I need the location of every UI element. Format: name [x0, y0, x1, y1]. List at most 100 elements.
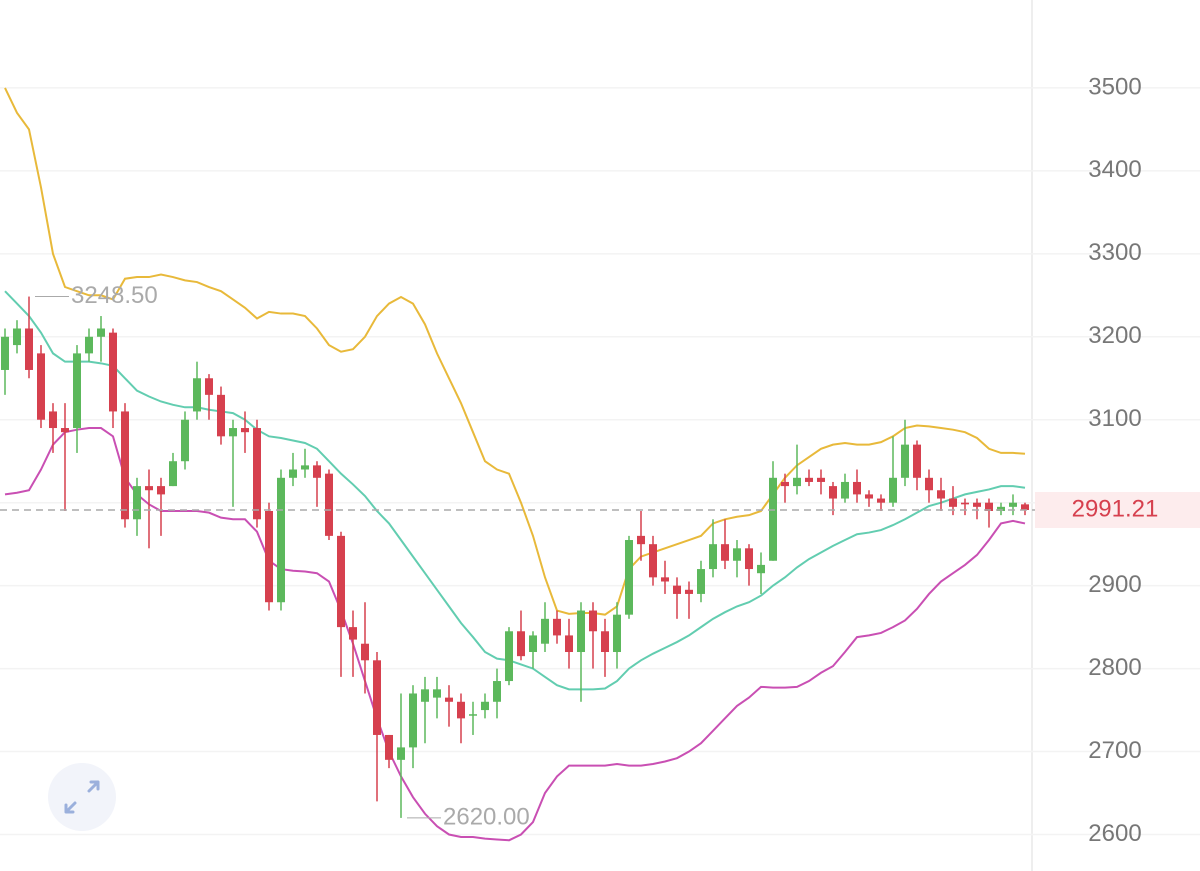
candle-body [973, 502, 981, 507]
candle-body [325, 473, 333, 536]
last-price-badge [1035, 491, 1200, 528]
candle-body [445, 697, 453, 702]
y-tick-label: 3300 [1088, 239, 1141, 266]
candle-body [193, 378, 201, 412]
candle-body [649, 544, 657, 578]
candle-body [169, 461, 177, 487]
candle-body [109, 332, 117, 412]
candle-body [469, 714, 477, 716]
candle-body [145, 486, 153, 491]
high-label: 3248.50 [71, 282, 158, 309]
candle-body [433, 689, 441, 698]
band-line [4, 427, 1026, 842]
candle-body [361, 643, 369, 661]
candle-body [541, 618, 549, 644]
expand-button-bg[interactable] [48, 763, 116, 831]
candle-body [889, 477, 897, 503]
candle-body [25, 328, 33, 370]
candle-body [121, 411, 129, 520]
candle-body [865, 494, 873, 499]
candle-body [421, 689, 429, 702]
candle-body [313, 465, 321, 478]
y-tick-label: 2900 [1088, 571, 1141, 598]
candle-body [577, 610, 585, 653]
y-tick-label: 3100 [1088, 405, 1141, 432]
candle-body [565, 635, 573, 653]
candle-body [733, 548, 741, 561]
candle-body [949, 498, 957, 507]
candle-body [793, 477, 801, 487]
candle-body [289, 469, 297, 478]
candle-body [613, 614, 621, 653]
candle-body [553, 618, 561, 636]
candle-body [409, 693, 417, 748]
candle-body [37, 353, 45, 420]
candle-body [229, 428, 237, 437]
candle-body [661, 577, 669, 582]
candle-body [97, 328, 105, 337]
candle-body [73, 353, 81, 429]
y-tick-label: 2800 [1088, 654, 1141, 681]
y-tick-label: 3200 [1088, 322, 1141, 349]
candle-body [913, 444, 921, 478]
candle-body [13, 328, 21, 346]
candle-body [349, 627, 357, 640]
candle-body [709, 544, 717, 570]
y-tick-label: 2700 [1088, 737, 1141, 764]
candle-body [457, 701, 465, 719]
candle-body [61, 428, 69, 433]
candle-body [997, 506, 1005, 511]
candle-body [829, 486, 837, 499]
candle-body [505, 631, 513, 682]
candle-body [637, 535, 645, 545]
candle-body [517, 631, 525, 657]
candle-body [373, 660, 381, 735]
candle-body [133, 486, 141, 520]
candle-body [745, 548, 753, 570]
candle-body [877, 498, 885, 503]
low-label: 2620.00 [443, 803, 530, 830]
candle-body [805, 477, 813, 482]
candle-body [253, 428, 261, 520]
candle-body [841, 481, 849, 499]
candle-body [673, 585, 681, 594]
candle-body [493, 681, 501, 702]
candle-body [481, 701, 489, 711]
candle-body [49, 411, 57, 429]
candle-body [769, 477, 777, 561]
candle-body [961, 502, 969, 505]
candle-body [1, 336, 9, 370]
candle-body [1009, 502, 1017, 507]
band-line [4, 290, 1026, 691]
candle-body [397, 747, 405, 760]
candle-body [901, 444, 909, 478]
expand-icon[interactable] [64, 780, 100, 814]
candle-body [925, 477, 933, 491]
candle-body [85, 336, 93, 354]
candle-body [181, 419, 189, 462]
candle-body [937, 490, 945, 499]
candle-body [721, 544, 729, 561]
expand-button[interactable] [48, 763, 116, 831]
band-line [4, 87, 1026, 616]
candle-body [385, 734, 393, 760]
candle-body [241, 428, 249, 433]
candle-body [781, 481, 789, 487]
candle-body [985, 502, 993, 511]
candle-body [277, 477, 285, 603]
candle-body [757, 564, 765, 574]
y-tick-label: 2600 [1088, 820, 1141, 847]
candle-body [817, 477, 825, 482]
y-tick-label: 3500 [1088, 73, 1141, 100]
candle-body [601, 631, 609, 653]
y-tick-label: 3400 [1088, 156, 1141, 183]
candle-body [697, 569, 705, 594]
candle-body [589, 610, 597, 632]
last-price-label: 2991.21 [1072, 495, 1159, 522]
candle-body [337, 535, 345, 628]
candle-body [301, 465, 309, 470]
candle-body [1021, 504, 1029, 510]
candle-body [685, 589, 693, 594]
candle-body [217, 394, 225, 437]
